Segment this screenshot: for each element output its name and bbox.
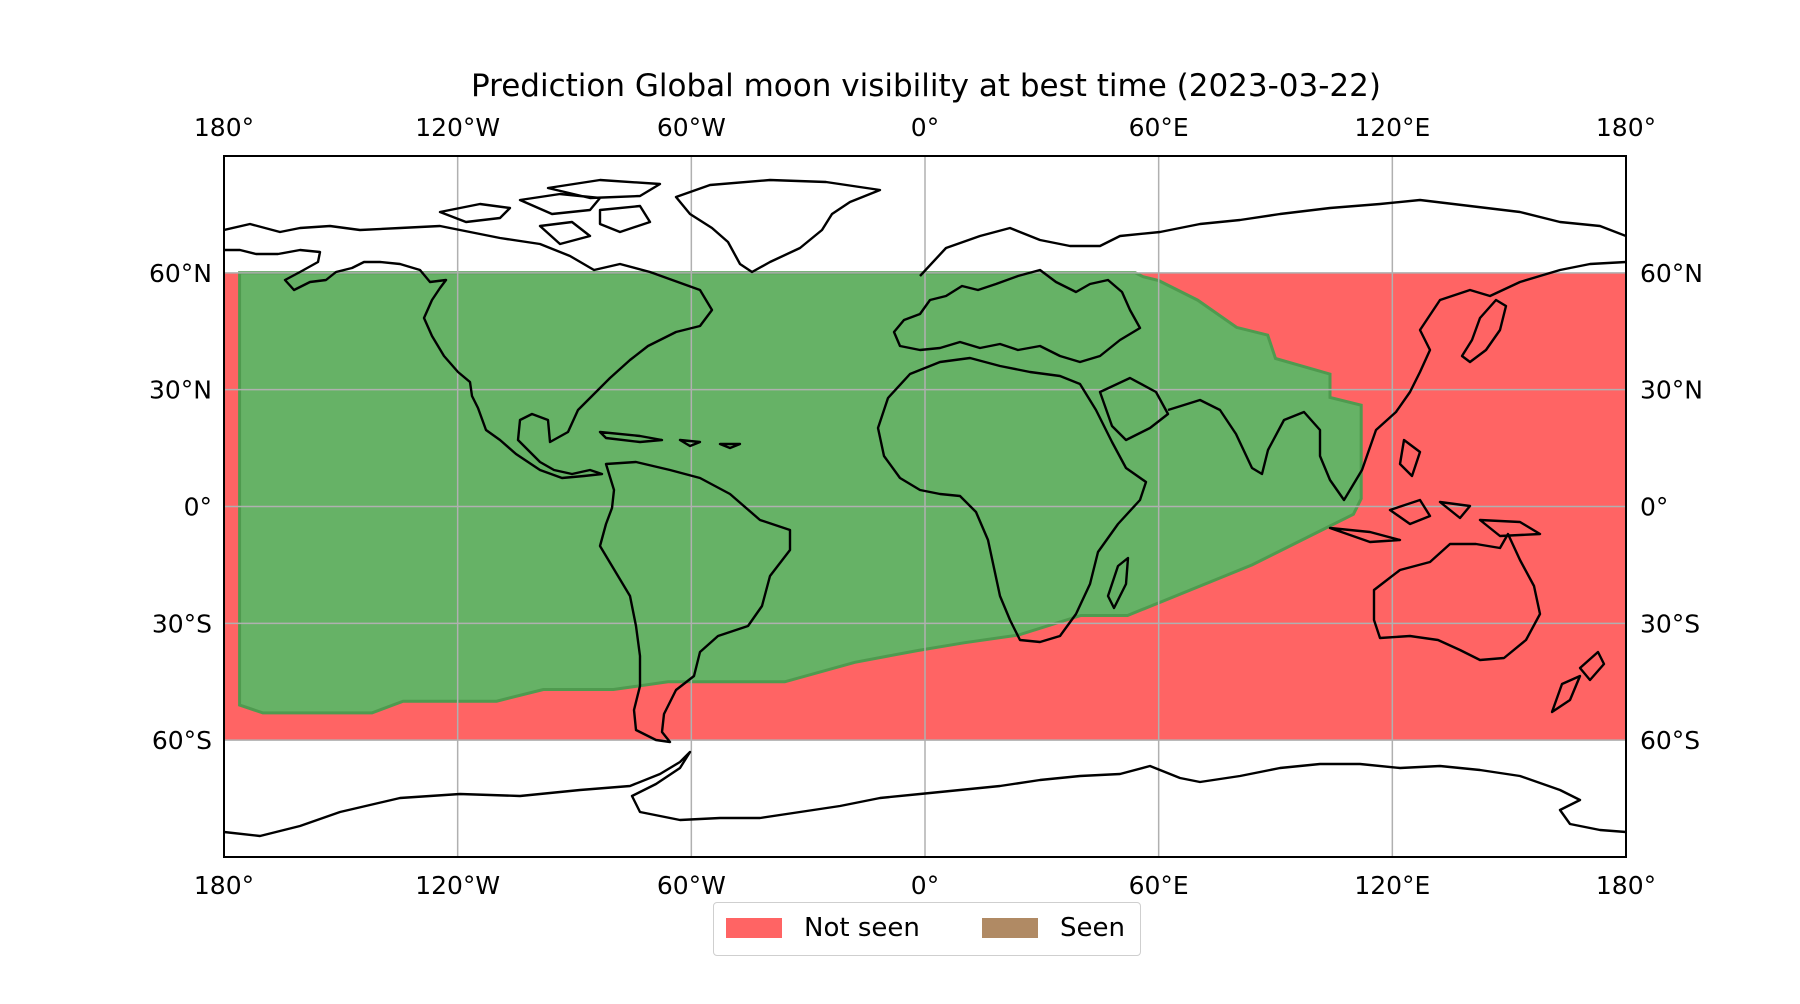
lon-tick-label: 180°: [1596, 113, 1656, 142]
antarctica-coast: [224, 750, 1626, 838]
bottom-longitude-labels: 180° 120°W 60°W 0° 60°E 120°E 180°: [194, 871, 1656, 900]
right-latitude-labels: 60°N 30°N 0° 30°S 60°S: [1640, 259, 1703, 755]
legend-item-seen: Seen: [982, 913, 1125, 943]
lat-tick-label: 60°S: [1640, 726, 1700, 755]
new-zealand-coast: [1550, 650, 1606, 714]
europe-coast: [892, 268, 1142, 364]
lat-tick-label: 30°N: [1640, 376, 1703, 405]
lat-tick-label: 60°N: [149, 259, 212, 288]
southeast-islands-coast: [1328, 438, 1542, 544]
legend-label-seen: Seen: [1060, 913, 1125, 943]
lon-tick-label: 180°: [1596, 871, 1656, 900]
legend: Not seen Seen: [713, 902, 1141, 956]
lon-tick-label: 60°E: [1129, 871, 1189, 900]
lon-tick-label: 0°: [911, 113, 939, 142]
caribbean-coast: [598, 430, 742, 450]
greenland-coast: [674, 178, 882, 274]
map-frame: [223, 155, 1627, 858]
lat-tick-label: 30°N: [149, 376, 212, 405]
legend-item-not-seen: Not seen: [726, 913, 920, 943]
gridlines: [224, 156, 1626, 857]
lat-tick-label: 60°S: [152, 726, 212, 755]
legend-label-not-seen: Not seen: [804, 913, 920, 943]
top-longitude-labels: 180° 120°W 60°W 0° 60°E 120°E 180°: [194, 113, 1656, 142]
south-america-coast: [598, 460, 792, 744]
lon-tick-label: 120°W: [415, 113, 500, 142]
lon-tick-label: 60°W: [657, 871, 726, 900]
north-america-coast: [224, 222, 714, 480]
lat-tick-label: 0°: [1640, 493, 1668, 522]
lon-tick-label: 120°E: [1354, 871, 1430, 900]
chart-title: Prediction Global moon visibility at bes…: [471, 68, 1381, 104]
map-axes: [224, 156, 1626, 857]
left-latitude-labels: 60°N 30°N 0° 30°S 60°S: [149, 259, 212, 755]
lon-tick-label: 120°E: [1354, 113, 1430, 142]
lon-tick-label: 0°: [911, 871, 939, 900]
lat-tick-label: 0°: [184, 493, 212, 522]
lon-tick-label: 120°W: [415, 871, 500, 900]
africa-coast: [876, 356, 1148, 644]
arctic-islands-coast: [438, 178, 662, 246]
lat-tick-label: 30°S: [152, 609, 212, 638]
lon-tick-label: 60°W: [657, 113, 726, 142]
lon-tick-label: 180°: [194, 871, 254, 900]
lon-tick-label: 60°E: [1129, 113, 1189, 142]
madagascar-coast: [1106, 556, 1130, 610]
asia-south-coast: [1098, 260, 1626, 502]
lat-tick-label: 60°N: [1640, 259, 1703, 288]
legend-swatch-seen: [982, 918, 1038, 938]
legend-swatch-not-seen: [726, 918, 782, 938]
eurasia-north-coast: [919, 198, 1626, 277]
lon-tick-label: 180°: [194, 113, 254, 142]
coastlines: [224, 178, 1626, 838]
japan-coast: [1460, 298, 1508, 364]
lat-tick-label: 30°S: [1640, 609, 1700, 638]
australia-coast: [1372, 532, 1542, 662]
